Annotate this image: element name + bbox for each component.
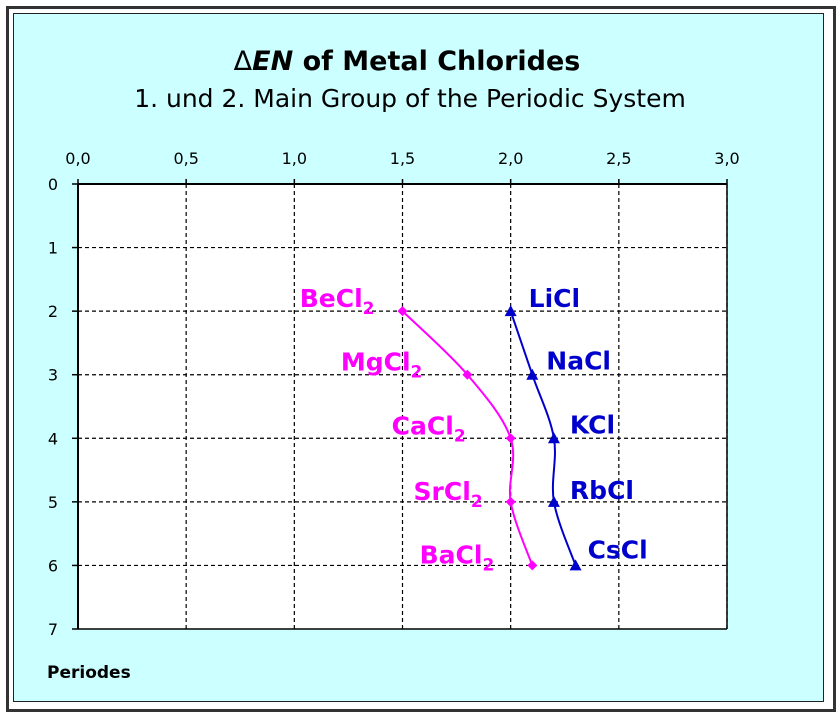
- title-delta: Δ: [234, 46, 253, 77]
- data-point-marker: [547, 432, 560, 444]
- data-point-label: CaCl2: [392, 411, 466, 446]
- title-rest: of Metal Chlorides: [293, 46, 580, 77]
- data-point-marker: [527, 560, 538, 571]
- x-tick-label: 3,0: [714, 149, 739, 168]
- y-tick-label: 1: [48, 239, 58, 258]
- plot-area: [78, 184, 727, 629]
- data-point-marker: [505, 433, 516, 444]
- data-point-marker: [526, 368, 539, 380]
- data-point-label: BeCl2: [300, 284, 375, 319]
- x-tick-label: 2,5: [606, 149, 631, 168]
- y-tick-label: 6: [48, 556, 58, 575]
- data-point-marker: [397, 306, 408, 317]
- y-tick-label: 7: [48, 620, 58, 639]
- data-point-marker: [547, 495, 560, 507]
- data-point-label: BaCl2: [420, 540, 495, 575]
- y-tick-label: 2: [48, 302, 58, 321]
- data-point-marker: [505, 496, 516, 507]
- x-tick-label: 1,0: [282, 149, 307, 168]
- data-point-marker: [504, 305, 517, 317]
- data-point-marker: [569, 559, 582, 571]
- data-point-label: MgCl2: [341, 348, 423, 383]
- x-tick-label: 2,0: [498, 149, 523, 168]
- chart-subtitle: 1. und 2. Main Group of the Periodic Sys…: [134, 84, 686, 113]
- series-layer: [397, 305, 582, 571]
- y-tick-label: 0: [48, 175, 58, 194]
- data-point-label: NaCl: [546, 347, 611, 376]
- chart-title: ΔEN of Metal Chlorides: [234, 46, 581, 77]
- point-labels-layer: BeCl2 MgCl2 CaCl2 SrCl2 BaCl2 LiCl NaCl KCl RbCl…: [300, 284, 648, 575]
- data-point-label: LiCl: [529, 284, 580, 313]
- data-point-marker: [462, 369, 473, 380]
- y-tick-label: 4: [48, 429, 58, 448]
- y-tick-label: 3: [48, 366, 58, 385]
- grid-layer: [78, 184, 728, 629]
- data-point-label: CsCl: [588, 535, 648, 564]
- axes-layer: 0,0 0,5 1,0 1,5 2,0 2,5 3,0 0 1 2 3 4 5 6 7: [48, 149, 740, 639]
- x-tick-label: 0,5: [173, 149, 198, 168]
- data-point-label: RbCl: [570, 476, 634, 505]
- y-axis-label: Periodes: [47, 663, 131, 683]
- data-point-label: KCl: [570, 410, 615, 439]
- title-en: EN: [252, 46, 293, 77]
- y-tick-label: 5: [48, 493, 58, 512]
- x-tick-label: 0,0: [65, 149, 90, 168]
- x-tick-label: 1,5: [390, 149, 415, 168]
- data-point-label: SrCl2: [414, 477, 483, 512]
